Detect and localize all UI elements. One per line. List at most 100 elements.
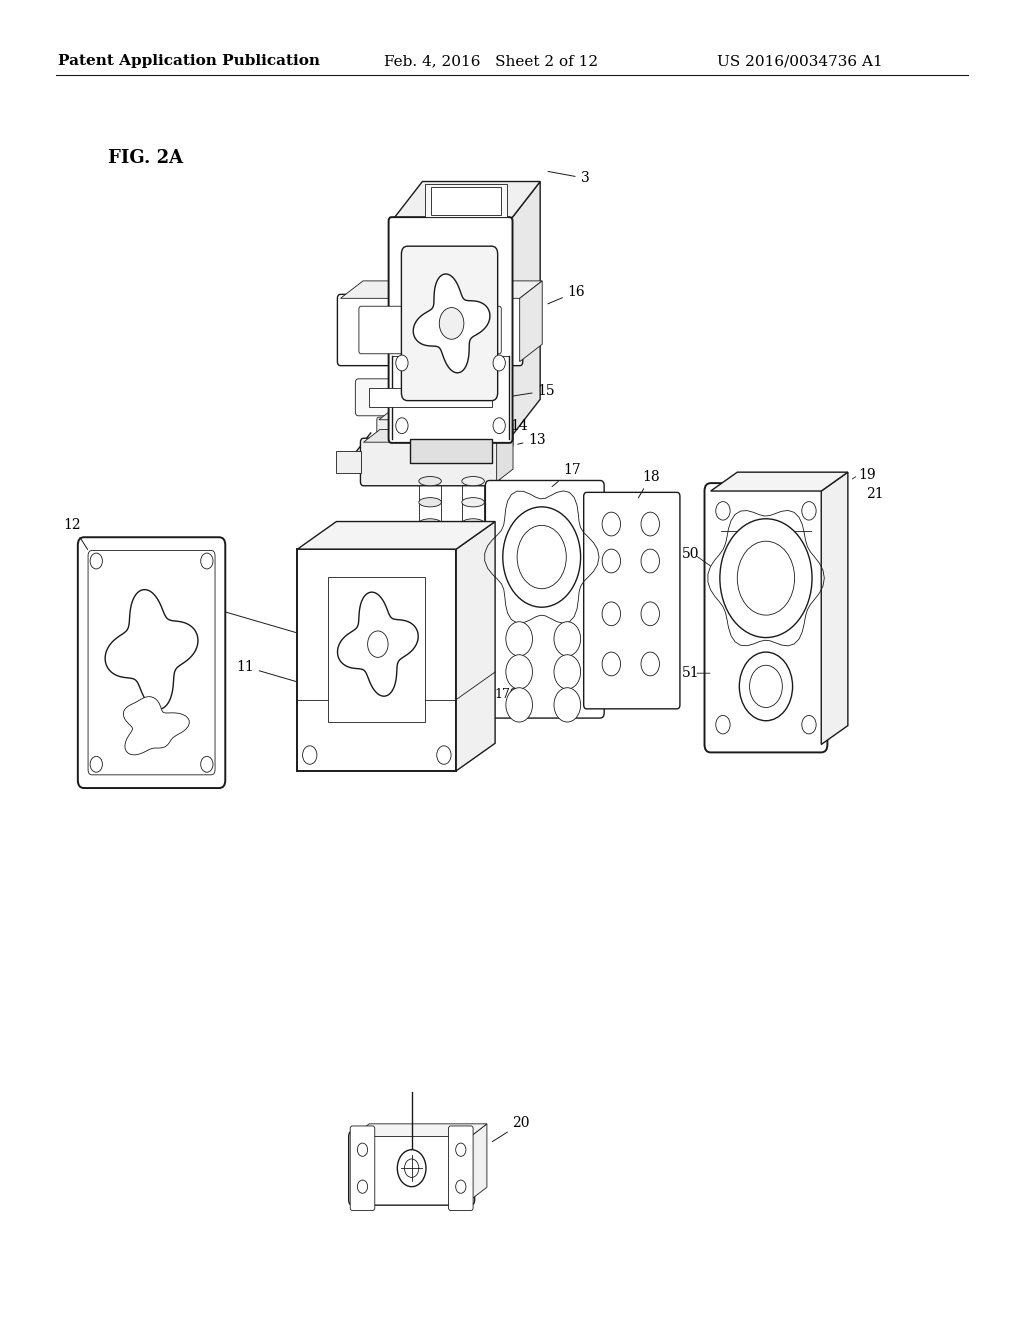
Circle shape — [506, 688, 532, 722]
Polygon shape — [123, 697, 189, 755]
Circle shape — [739, 652, 793, 721]
Text: 11: 11 — [236, 660, 310, 685]
Polygon shape — [414, 275, 489, 372]
Ellipse shape — [462, 603, 484, 612]
Circle shape — [602, 652, 621, 676]
Circle shape — [357, 1143, 368, 1156]
Bar — [369, 388, 492, 407]
Text: 16: 16 — [548, 285, 586, 304]
Text: 12: 12 — [63, 519, 88, 549]
FancyBboxPatch shape — [350, 1126, 375, 1210]
Text: 3: 3 — [548, 172, 590, 185]
Ellipse shape — [462, 624, 484, 634]
Circle shape — [439, 308, 464, 339]
Circle shape — [494, 355, 506, 371]
Bar — [328, 577, 426, 722]
Circle shape — [506, 622, 532, 656]
Bar — [297, 549, 457, 771]
Text: 10: 10 — [200, 601, 297, 632]
Circle shape — [494, 418, 506, 433]
Circle shape — [456, 1143, 466, 1156]
FancyBboxPatch shape — [401, 246, 498, 401]
Polygon shape — [391, 181, 541, 220]
FancyBboxPatch shape — [389, 216, 513, 444]
FancyBboxPatch shape — [88, 550, 215, 775]
Circle shape — [368, 631, 388, 657]
Ellipse shape — [419, 498, 441, 507]
Text: Patent Application Publication: Patent Application Publication — [58, 54, 321, 69]
Circle shape — [602, 549, 621, 573]
Text: 13: 13 — [518, 433, 546, 446]
FancyBboxPatch shape — [338, 294, 522, 366]
Circle shape — [303, 746, 317, 764]
Ellipse shape — [462, 477, 484, 486]
Text: 14: 14 — [487, 420, 527, 433]
FancyBboxPatch shape — [359, 306, 502, 354]
Text: 177: 177 — [454, 560, 477, 573]
Text: 50: 50 — [682, 548, 699, 561]
FancyBboxPatch shape — [348, 1131, 475, 1205]
Ellipse shape — [419, 561, 441, 570]
Circle shape — [641, 652, 659, 676]
Circle shape — [90, 756, 102, 772]
Text: 19: 19 — [858, 469, 876, 482]
Bar — [431, 186, 501, 214]
Polygon shape — [471, 1123, 487, 1200]
Circle shape — [201, 553, 213, 569]
FancyBboxPatch shape — [360, 438, 500, 486]
FancyBboxPatch shape — [485, 480, 604, 718]
Polygon shape — [457, 521, 496, 771]
Circle shape — [404, 1159, 419, 1177]
Circle shape — [602, 602, 621, 626]
Text: FIG. 2A: FIG. 2A — [108, 149, 182, 168]
Polygon shape — [519, 281, 543, 362]
Text: 15: 15 — [508, 384, 555, 397]
Circle shape — [357, 1180, 368, 1193]
Circle shape — [397, 1150, 426, 1187]
Text: 21: 21 — [866, 487, 884, 500]
Polygon shape — [340, 281, 543, 298]
Polygon shape — [105, 590, 198, 709]
Polygon shape — [510, 181, 541, 438]
Ellipse shape — [462, 519, 484, 528]
Polygon shape — [492, 422, 513, 463]
Circle shape — [395, 355, 408, 371]
FancyBboxPatch shape — [355, 379, 505, 416]
Circle shape — [641, 512, 659, 536]
Circle shape — [750, 665, 782, 708]
Circle shape — [506, 655, 532, 689]
Circle shape — [716, 502, 730, 520]
Polygon shape — [711, 473, 848, 491]
Text: 51: 51 — [682, 667, 699, 680]
Circle shape — [436, 746, 451, 764]
Circle shape — [554, 622, 581, 656]
FancyBboxPatch shape — [705, 483, 827, 752]
Text: FIG. 2B: FIG. 2B — [108, 611, 184, 630]
Text: 17: 17 — [552, 463, 581, 487]
Circle shape — [641, 549, 659, 573]
Polygon shape — [821, 473, 848, 744]
Ellipse shape — [419, 540, 441, 549]
Text: 178: 178 — [449, 648, 472, 661]
Text: 20: 20 — [493, 1117, 530, 1142]
Circle shape — [602, 512, 621, 536]
Ellipse shape — [419, 603, 441, 612]
Text: 18: 18 — [638, 470, 659, 498]
Circle shape — [201, 756, 213, 772]
FancyBboxPatch shape — [78, 537, 225, 788]
Ellipse shape — [419, 624, 441, 634]
Circle shape — [503, 507, 581, 607]
Circle shape — [456, 1180, 466, 1193]
Polygon shape — [364, 429, 513, 442]
Circle shape — [395, 418, 408, 433]
Text: US 2016/0034736 A1: US 2016/0034736 A1 — [717, 54, 883, 69]
Ellipse shape — [419, 519, 441, 528]
Bar — [410, 438, 492, 463]
Polygon shape — [297, 521, 496, 549]
Circle shape — [517, 525, 566, 589]
Polygon shape — [338, 593, 418, 696]
Circle shape — [802, 715, 816, 734]
FancyBboxPatch shape — [584, 492, 680, 709]
Circle shape — [737, 541, 795, 615]
Circle shape — [554, 655, 581, 689]
